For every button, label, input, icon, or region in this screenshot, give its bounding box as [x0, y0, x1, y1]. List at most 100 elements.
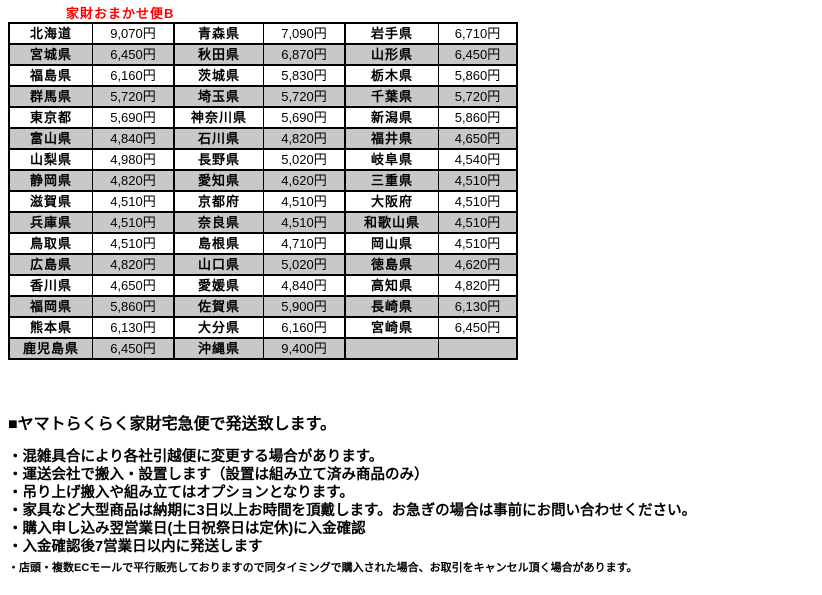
table-row: 静岡県 4,820円 愛知県 4,620円 三重県 4,510円 — [8, 169, 518, 192]
price-cell: 6,450円 — [438, 43, 518, 66]
prefecture-cell: 京都府 — [173, 190, 264, 213]
note-bullet: ・入金確認後7営業日以内に発送します — [8, 539, 263, 555]
prefecture-cell: 愛知県 — [173, 169, 264, 192]
price-cell: 5,020円 — [263, 253, 346, 276]
prefecture-cell: 山口県 — [173, 253, 264, 276]
price-cell: 4,710円 — [263, 232, 346, 255]
price-cell: 4,820円 — [92, 169, 175, 192]
price-cell: 4,820円 — [438, 274, 518, 297]
table-row: 富山県 4,840円 石川県 4,820円 福井県 4,650円 — [8, 127, 518, 150]
price-cell: 4,510円 — [438, 169, 518, 192]
table-row: 熊本県 6,130円 大分県 6,160円 宮崎県 6,450円 — [8, 316, 518, 339]
prefecture-cell: 宮城県 — [8, 43, 93, 66]
prefecture-cell: 徳島県 — [344, 253, 439, 276]
prefecture-cell: 群馬県 — [8, 85, 93, 108]
price-cell: 4,820円 — [263, 127, 346, 150]
table-row: 鳥取県 4,510円 島根県 4,710円 岡山県 4,510円 — [8, 232, 518, 255]
prefecture-cell: 和歌山県 — [344, 211, 439, 234]
price-cell: 6,450円 — [438, 316, 518, 339]
table-row: 群馬県 5,720円 埼玉県 5,720円 千葉県 5,720円 — [8, 85, 518, 108]
price-cell: 4,540円 — [438, 148, 518, 171]
prefecture-cell: 愛媛県 — [173, 274, 264, 297]
page-title: 家財おまかせ便B — [66, 6, 175, 21]
table-row: 鹿児島県 6,450円 沖縄県 9,400円 — [8, 337, 518, 360]
prefecture-cell: 青森県 — [173, 22, 264, 45]
price-cell: 5,720円 — [438, 85, 518, 108]
prefecture-cell: 大分県 — [173, 316, 264, 339]
prefecture-cell: 香川県 — [8, 274, 93, 297]
price-cell: 4,510円 — [438, 190, 518, 213]
price-cell: 9,400円 — [263, 337, 346, 360]
price-cell: 6,450円 — [92, 337, 175, 360]
table-row: 兵庫県 4,510円 奈良県 4,510円 和歌山県 4,510円 — [8, 211, 518, 234]
price-cell: 5,720円 — [263, 85, 346, 108]
price-cell: 9,070円 — [92, 22, 175, 45]
prefecture-cell: 石川県 — [173, 127, 264, 150]
price-cell: 4,650円 — [438, 127, 518, 150]
table-row: 山梨県 4,980円 長野県 5,020円 岐阜県 4,540円 — [8, 148, 518, 171]
prefecture-cell: 岡山県 — [344, 232, 439, 255]
note-bullet: ・運送会社で搬入・設置します（設置は組み立て済み商品のみ） — [8, 467, 429, 483]
prefecture-cell: 島根県 — [173, 232, 264, 255]
prefecture-cell: 広島県 — [8, 253, 93, 276]
notes-heading: ■ヤマトらくらく家財宅急便で発送致します。 — [8, 416, 337, 433]
price-cell: 4,650円 — [92, 274, 175, 297]
prefecture-cell: 兵庫県 — [8, 211, 93, 234]
prefecture-cell: 神奈川県 — [173, 106, 264, 129]
price-cell: 6,130円 — [438, 295, 518, 318]
prefecture-cell: 山形県 — [344, 43, 439, 66]
table-row: 広島県 4,820円 山口県 5,020円 徳島県 4,620円 — [8, 253, 518, 276]
price-cell: 5,860円 — [438, 106, 518, 129]
price-cell: 4,840円 — [263, 274, 346, 297]
prefecture-cell: 福岡県 — [8, 295, 93, 318]
prefecture-cell: 奈良県 — [173, 211, 264, 234]
price-cell: 5,020円 — [263, 148, 346, 171]
table-row: 宮城県 6,450円 秋田県 6,870円 山形県 6,450円 — [8, 43, 518, 66]
price-cell: 4,510円 — [263, 211, 346, 234]
prefecture-cell: 鹿児島県 — [8, 337, 93, 360]
price-cell: 4,510円 — [438, 211, 518, 234]
prefecture-cell: 静岡県 — [8, 169, 93, 192]
prefecture-cell: 北海道 — [8, 22, 93, 45]
prefecture-cell: 三重県 — [344, 169, 439, 192]
note-bullet: ・吊り上げ搬入や組み立てはオプションとなります。 — [8, 485, 354, 501]
price-cell: 6,130円 — [92, 316, 175, 339]
price-cell: 6,870円 — [263, 43, 346, 66]
prefecture-cell: 山梨県 — [8, 148, 93, 171]
prefecture-cell: 富山県 — [8, 127, 93, 150]
prefecture-cell — [344, 337, 439, 360]
prefecture-cell: 千葉県 — [344, 85, 439, 108]
prefecture-cell: 大阪府 — [344, 190, 439, 213]
price-cell: 4,820円 — [92, 253, 175, 276]
price-cell: 4,620円 — [438, 253, 518, 276]
prefecture-cell: 埼玉県 — [173, 85, 264, 108]
note-bullet: ・混雑具合により各社引越便に変更する場合があります。 — [8, 449, 384, 465]
table-row: 香川県 4,650円 愛媛県 4,840円 高知県 4,820円 — [8, 274, 518, 297]
price-cell: 6,160円 — [92, 64, 175, 87]
note-bullet: ・購入申し込み翌営業日(土日祝祭日は定休)に入金確認 — [8, 521, 366, 537]
prefecture-cell: 熊本県 — [8, 316, 93, 339]
small-note: ・店頭・複数ECモールで平行販売しておりますので同タイミングで購入された場合、お… — [8, 562, 638, 574]
prefecture-cell: 宮崎県 — [344, 316, 439, 339]
table-row: 福岡県 5,860円 佐賀県 5,900円 長崎県 6,130円 — [8, 295, 518, 318]
table-row: 福島県 6,160円 茨城県 5,830円 栃木県 5,860円 — [8, 64, 518, 87]
notes-section: ■ヤマトらくらく家財宅急便で発送致します。 ・混雑具合により各社引越便に変更する… — [8, 415, 818, 575]
price-cell: 4,620円 — [263, 169, 346, 192]
table-row: 東京都 5,690円 神奈川県 5,690円 新潟県 5,860円 — [8, 106, 518, 129]
price-cell: 4,840円 — [92, 127, 175, 150]
note-bullet: ・家具など大型商品は納期に3日以上お時間を頂戴します。お急ぎの場合は事前にお問い… — [8, 503, 697, 519]
table-row: 北海道 9,070円 青森県 7,090円 岩手県 6,710円 — [8, 22, 518, 45]
prefecture-cell: 長野県 — [173, 148, 264, 171]
notes-bullet-list: ・混雑具合により各社引越便に変更する場合があります。・運送会社で搬入・設置します… — [8, 448, 818, 556]
price-cell: 5,690円 — [92, 106, 175, 129]
prefecture-cell: 東京都 — [8, 106, 93, 129]
price-cell: 4,510円 — [92, 190, 175, 213]
table-row: 滋賀県 4,510円 京都府 4,510円 大阪府 4,510円 — [8, 190, 518, 213]
prefecture-cell: 鳥取県 — [8, 232, 93, 255]
price-cell: 7,090円 — [263, 22, 346, 45]
prefecture-cell: 岐阜県 — [344, 148, 439, 171]
prefecture-cell: 福井県 — [344, 127, 439, 150]
prefecture-cell: 高知県 — [344, 274, 439, 297]
price-cell: 4,510円 — [263, 190, 346, 213]
price-cell: 5,830円 — [263, 64, 346, 87]
